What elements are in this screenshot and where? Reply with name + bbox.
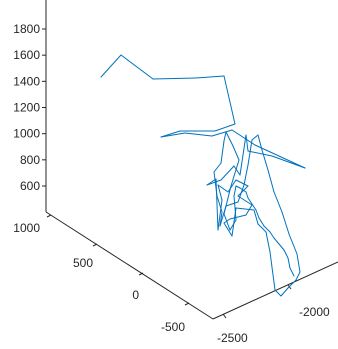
trace-segment [287,279,297,289]
trace-segment [160,132,186,138]
trace-segment [206,179,222,186]
trace-segment [267,169,275,193]
trace-segment [219,211,223,227]
z-tick-label: 1000 [13,127,40,141]
trace-segment [295,271,301,281]
y-tick-mark [138,272,144,276]
trace-segment [223,222,233,237]
trace-segment [261,149,269,171]
trace-segment [223,75,236,125]
axes: 600 800 1000 1200 1400 1600 1800 1000 500 0 -500 -2… [13,0,338,345]
z-tick-label: 1400 [13,74,40,88]
trace-segment [251,134,259,141]
trace-segment [225,131,234,147]
y-axis-line [45,211,214,320]
trace-segment [233,165,241,176]
trace-segment [152,77,197,80]
trace-segment [223,213,231,231]
trace-segment [235,179,249,187]
y-tick-label: -500 [161,320,185,334]
trace-segment [227,179,237,193]
trace-segment [258,217,265,227]
trace-segment [229,219,237,231]
y-tick-label: 0 [132,288,139,302]
trace-segment [230,159,240,187]
trace-segment [296,253,301,273]
trace-segment [195,75,225,79]
trace-segment [233,185,237,197]
trace-segment [237,184,245,203]
trace-segment [263,225,271,233]
trace-segment [273,237,280,245]
trace-segment [217,184,223,201]
trace-segment [271,155,306,169]
trace-segment [287,257,291,269]
trace-segment [213,171,218,197]
trace-segment [278,243,285,251]
trace-segment [213,162,222,173]
trace-segment [269,231,275,239]
trace-segment [217,184,229,193]
trace-segment [247,150,273,157]
trace-segment [184,132,213,137]
trace-segment [229,214,247,220]
y-tick-mark [184,302,190,306]
trace-segment [289,267,295,277]
trace-segment [220,140,225,164]
z-tick-label: 1800 [13,22,40,36]
z-tick-label: 600 [20,179,40,193]
data-series-trace [100,54,306,297]
trace-segment [220,165,235,181]
trace-segment [235,185,241,189]
trace-segment [269,251,276,291]
trace-segment [247,197,253,205]
trace-segment [120,54,154,80]
trace-segment [245,134,249,152]
trace-segment [239,187,247,193]
trace-segment [223,185,232,215]
trace-segment [257,134,263,151]
trace-segment [265,231,271,253]
trace-segment [235,207,255,211]
trace-segment [281,211,290,235]
x-tick-label: -2500 [217,331,248,345]
trace-segment [217,199,223,231]
trace-segment [243,164,249,186]
y-tick-label: 500 [73,256,93,270]
trace-segment [100,54,122,78]
trace-segment [237,185,249,197]
z-tick-label: 1200 [13,101,40,115]
trace-segment [280,287,289,297]
trace-segment [253,209,259,225]
trace-segment [288,233,298,255]
trace-segment [239,134,247,176]
y-tick-mark [92,243,98,247]
y-tick-mark [46,214,52,218]
trace-segment [274,289,282,297]
trace-segment [232,145,240,161]
trace-segment [223,131,227,142]
trace-segment [251,203,257,211]
trace-segment [245,191,249,199]
trace-segment [214,123,236,132]
trace-segment [255,209,260,219]
trace-segment [237,195,253,206]
trace-segment [233,195,237,221]
x-tick-mark [222,313,227,319]
trace-segment [245,204,253,216]
x-tick-label: -2000 [299,305,330,319]
trace-segment [216,195,223,213]
trace-segment [211,129,233,137]
z-tick-label: 800 [20,153,40,167]
trace-segment [257,223,267,233]
trace-segment [254,144,306,169]
trace-segment [283,249,289,259]
trace-segment [247,139,253,166]
trace-segment [225,201,239,207]
trace-segment [273,191,283,213]
z-tick-label: 1600 [13,48,40,62]
y-tick-label: 1000 [13,221,40,235]
